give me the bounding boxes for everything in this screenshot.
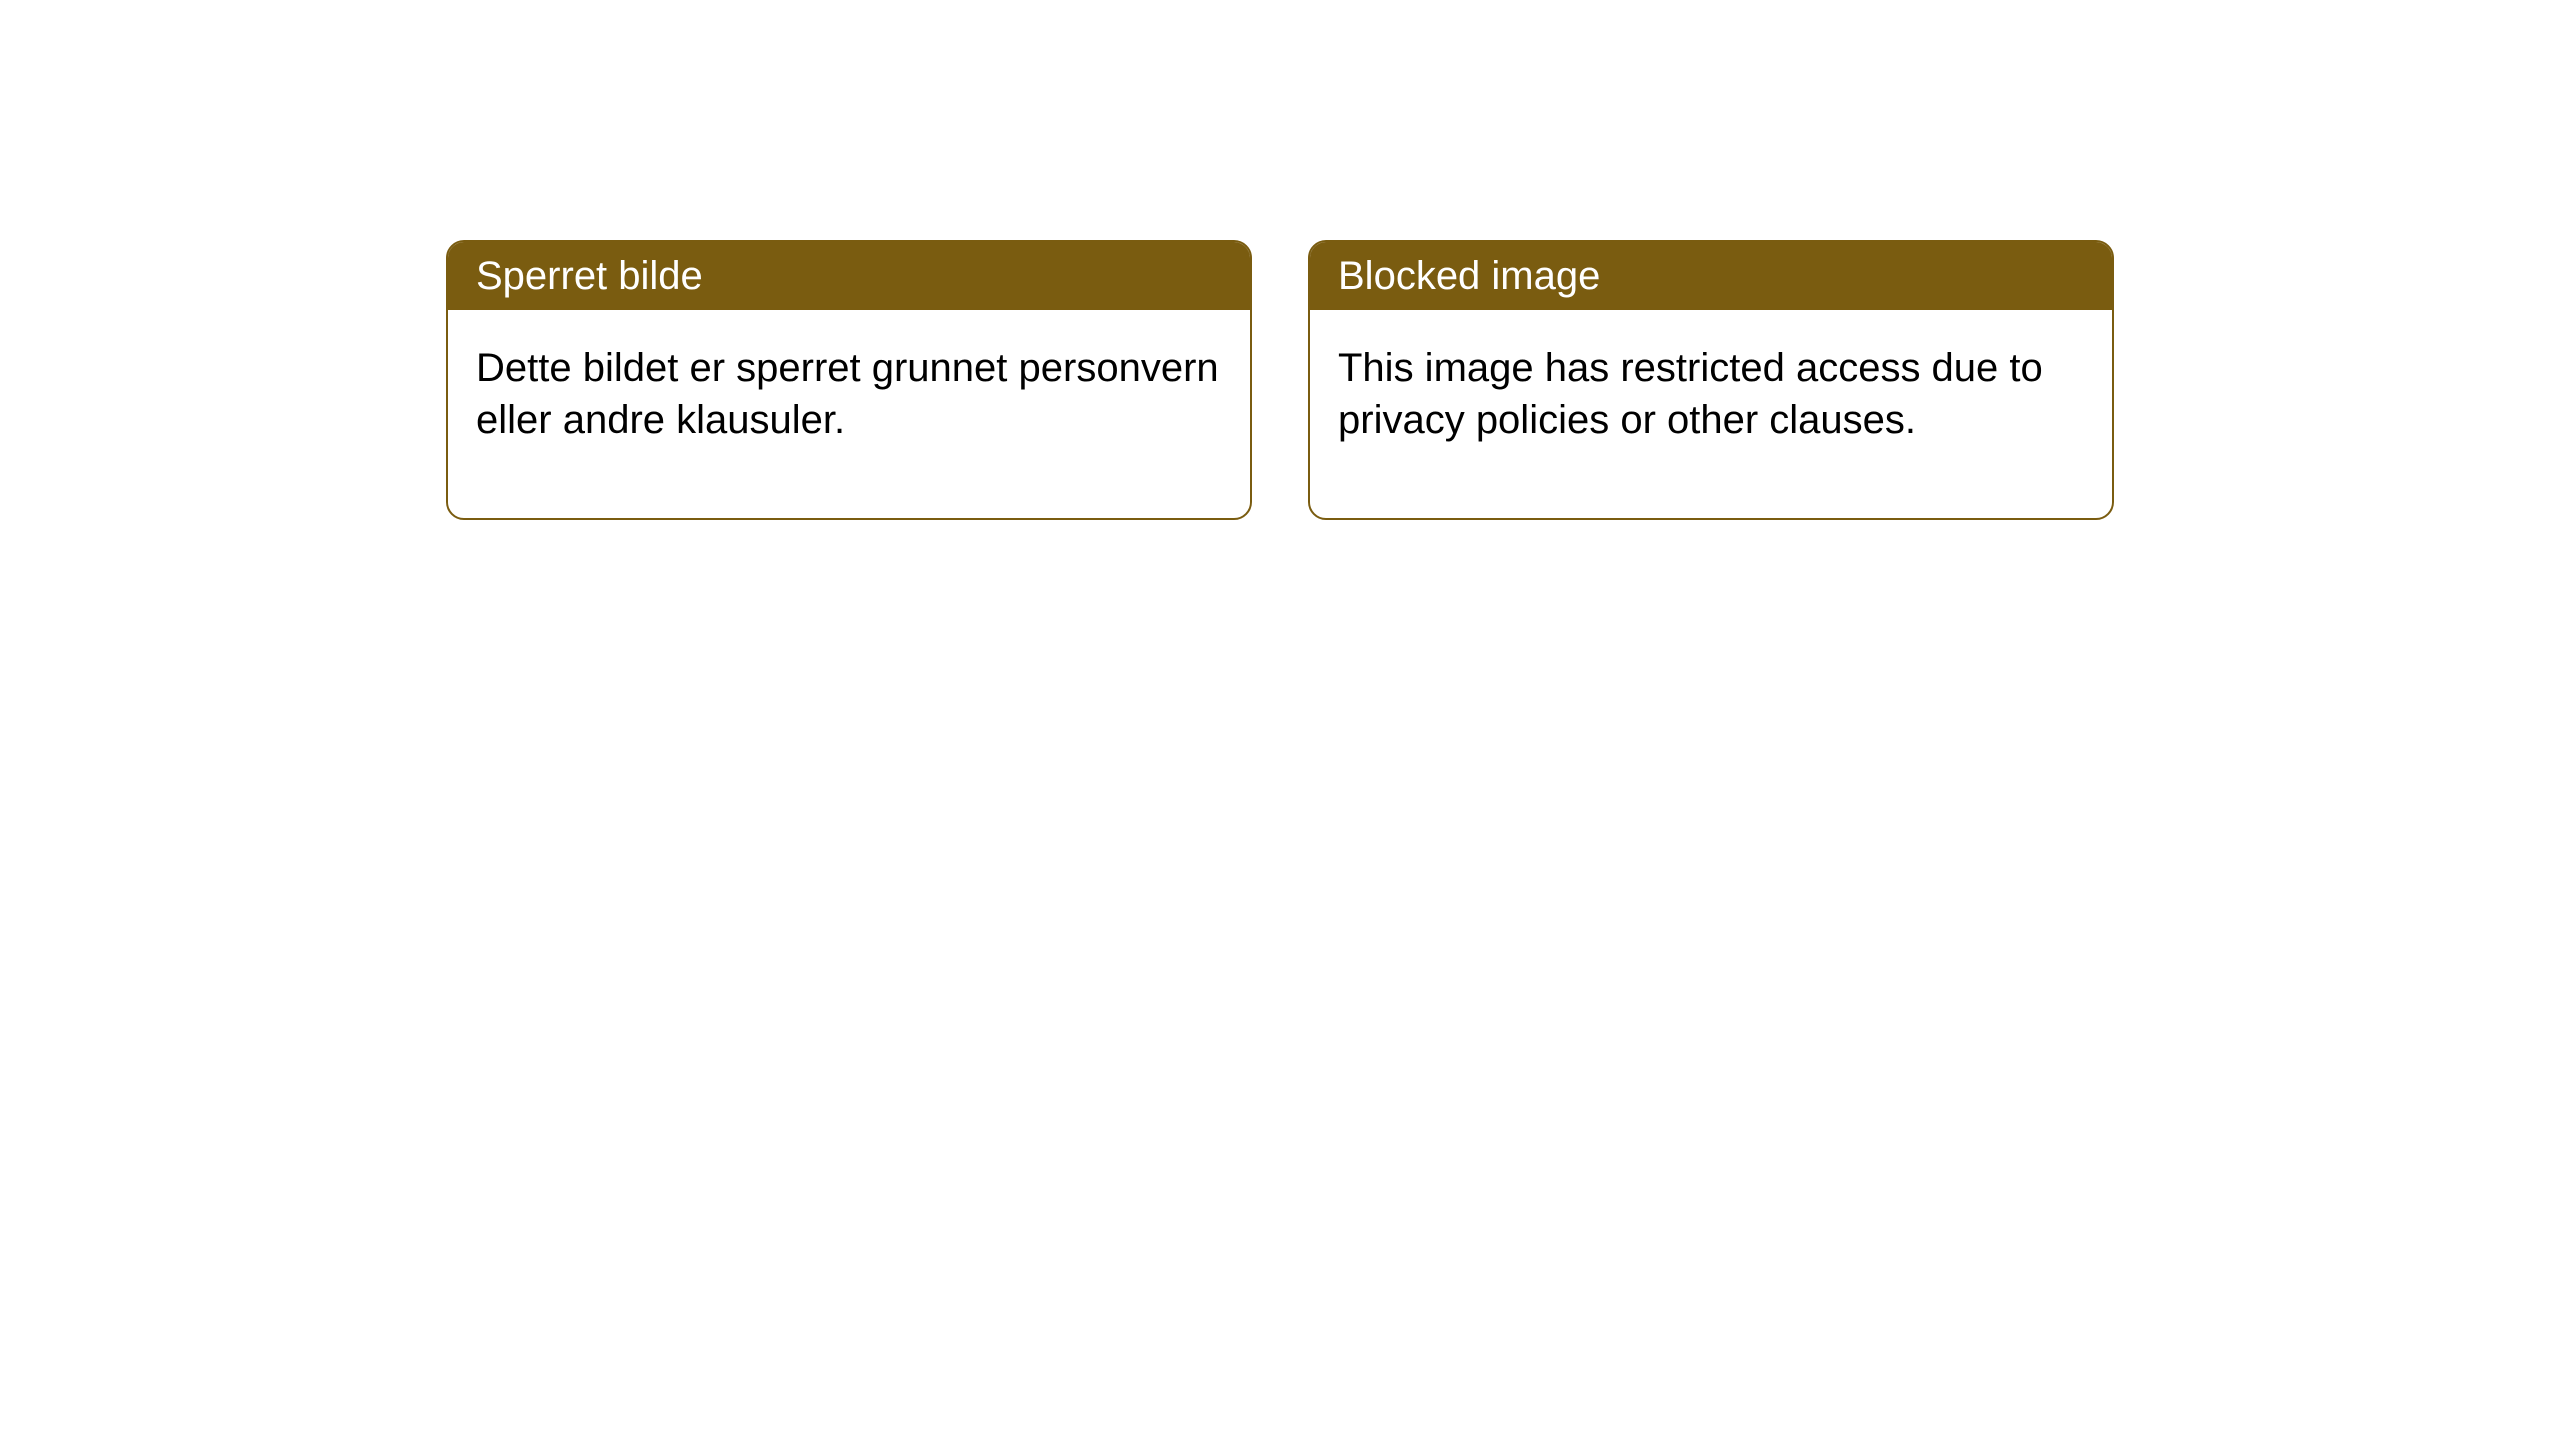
notice-body: Dette bildet er sperret grunnet personve… [448,310,1250,518]
notice-container: Sperret bilde Dette bildet er sperret gr… [446,240,2114,520]
notice-header: Blocked image [1310,242,2112,310]
notice-card-english: Blocked image This image has restricted … [1308,240,2114,520]
notice-card-norwegian: Sperret bilde Dette bildet er sperret gr… [446,240,1252,520]
notice-header: Sperret bilde [448,242,1250,310]
notice-body: This image has restricted access due to … [1310,310,2112,518]
